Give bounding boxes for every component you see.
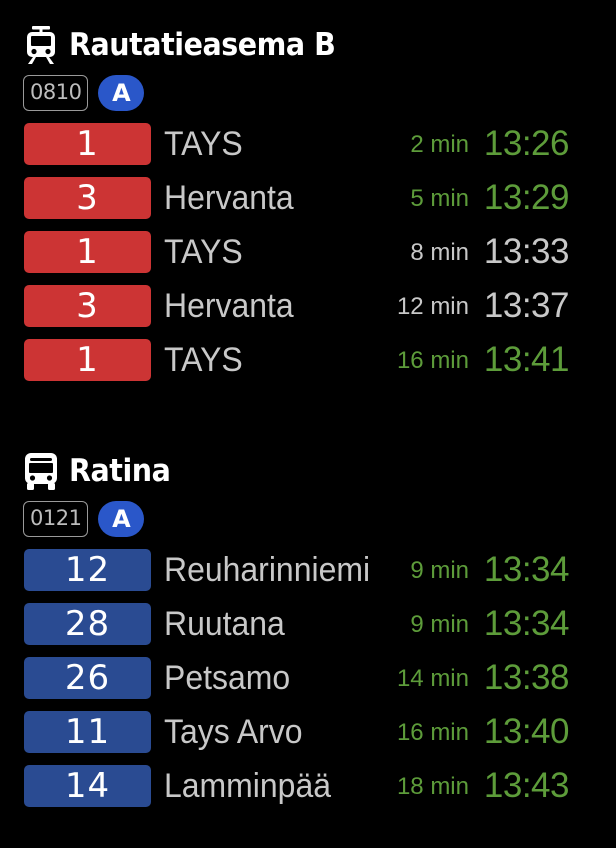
departure-row: 12 Reuharinniemi 9 min 13:34	[23, 544, 593, 598]
tram-icon	[23, 25, 59, 65]
departure-list: 1 TAYS 2 min 13:26 3 Hervanta 5 min 13:2…	[23, 118, 593, 388]
zone-badge: A	[98, 75, 145, 111]
departure-row: 28 Ruutana 9 min 13:34	[23, 598, 593, 652]
minutes-until: 8 min	[410, 239, 469, 266]
departure-time: 13:43	[483, 766, 570, 805]
destination: TAYS	[164, 341, 243, 379]
departure-time: 13:38	[483, 658, 570, 697]
departure-time: 13:34	[483, 604, 570, 643]
destination: TAYS	[164, 233, 243, 271]
route-badge: 1	[24, 231, 151, 273]
departure-time: 13:34	[483, 550, 570, 589]
departure-row: 14 Lamminpää 18 min 13:43	[23, 760, 593, 814]
departure-time: 13:41	[483, 340, 570, 379]
destination: TAYS	[164, 125, 243, 163]
route-badge: 11	[24, 711, 151, 753]
stop-ratina: Ratina 0121 A 12 Reuharinniemi 9 min 13:…	[23, 448, 593, 814]
stop-name: Ratina	[69, 453, 171, 489]
route-badge: 1	[24, 339, 151, 381]
departure-time: 13:29	[483, 178, 570, 217]
departure-row: 26 Petsamo 14 min 13:38	[23, 652, 593, 706]
departure-row: 1 TAYS 2 min 13:26	[23, 118, 593, 172]
route-badge: 12	[24, 549, 151, 591]
destination: Lamminpää	[164, 767, 331, 805]
departure-time: 13:37	[483, 286, 570, 325]
minutes-until: 16 min	[396, 347, 469, 374]
minutes-until: 5 min	[410, 185, 469, 212]
destination: Ruutana	[164, 605, 285, 643]
stop-header: Rautatieasema B	[23, 22, 593, 68]
departure-row: 3 Hervanta 5 min 13:29	[23, 172, 593, 226]
stop-code: 0810	[23, 75, 89, 111]
departure-row: 11 Tays Arvo 16 min 13:40	[23, 706, 593, 760]
departure-row: 1 TAYS 16 min 13:41	[23, 334, 593, 388]
departure-row: 1 TAYS 8 min 13:33	[23, 226, 593, 280]
minutes-until: 9 min	[410, 611, 469, 638]
route-badge: 3	[24, 177, 151, 219]
stop-header: Ratina	[23, 448, 593, 494]
minutes-until: 12 min	[396, 293, 469, 320]
route-badge: 28	[24, 603, 151, 645]
stop-rautatieasema-b: Rautatieasema B 0810 A 1 TAYS 2 min 13:2…	[23, 22, 593, 388]
route-badge: 14	[24, 765, 151, 807]
route-badge: 3	[24, 285, 151, 327]
departure-time: 13:40	[483, 712, 570, 751]
departure-time: 13:26	[483, 124, 570, 163]
departure-row: 3 Hervanta 12 min 13:37	[23, 280, 593, 334]
stop-meta: 0121 A	[23, 500, 593, 538]
bus-icon	[23, 451, 59, 491]
destination: Hervanta	[164, 287, 294, 325]
minutes-until: 16 min	[396, 719, 469, 746]
destination: Hervanta	[164, 179, 294, 217]
minutes-until: 2 min	[410, 131, 469, 158]
stop-meta: 0810 A	[23, 74, 593, 112]
minutes-until: 14 min	[396, 665, 469, 692]
route-badge: 1	[24, 123, 151, 165]
route-badge: 26	[24, 657, 151, 699]
minutes-until: 9 min	[410, 557, 469, 584]
stop-name: Rautatieasema B	[69, 27, 336, 63]
destination: Tays Arvo	[164, 713, 303, 751]
stop-code: 0121	[23, 501, 89, 537]
destination: Reuharinniemi	[164, 551, 371, 589]
destination: Petsamo	[164, 659, 291, 697]
zone-badge: A	[98, 501, 145, 537]
departure-time: 13:33	[483, 232, 570, 271]
departure-list: 12 Reuharinniemi 9 min 13:34 28 Ruutana …	[23, 544, 593, 814]
minutes-until: 18 min	[396, 773, 469, 800]
